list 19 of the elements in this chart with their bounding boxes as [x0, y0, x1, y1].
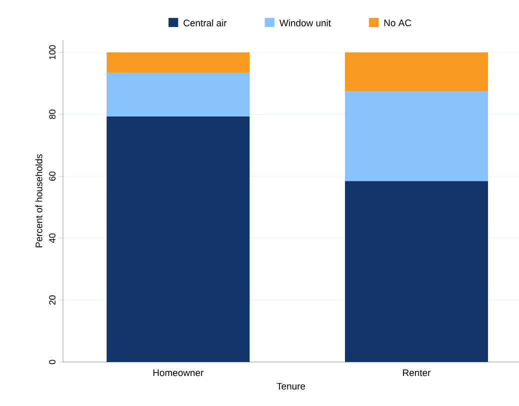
legend-label: Central air	[184, 19, 227, 26]
x-tick-label: Homeowner	[153, 370, 204, 376]
bar	[106, 52, 250, 73]
y-tick-label: 20	[49, 295, 56, 305]
legend-label: No AC	[384, 20, 412, 26]
x-axis-title: Tenure	[276, 382, 306, 390]
y-axis-title: Percent of households	[35, 154, 42, 248]
bar	[344, 91, 488, 182]
bar	[106, 72, 250, 116]
y-tick-label: 40	[49, 234, 56, 243]
y-tick-label: 0	[49, 360, 56, 364]
legend-label: Window unit	[279, 19, 331, 26]
y-tick-label: 80	[49, 110, 56, 119]
bar	[106, 116, 250, 362]
y-tick-label: 60	[49, 172, 56, 181]
bar	[344, 181, 488, 362]
y-tick-label: 100	[49, 45, 56, 60]
bar	[344, 52, 488, 92]
x-tick-label: Renter	[403, 370, 431, 376]
